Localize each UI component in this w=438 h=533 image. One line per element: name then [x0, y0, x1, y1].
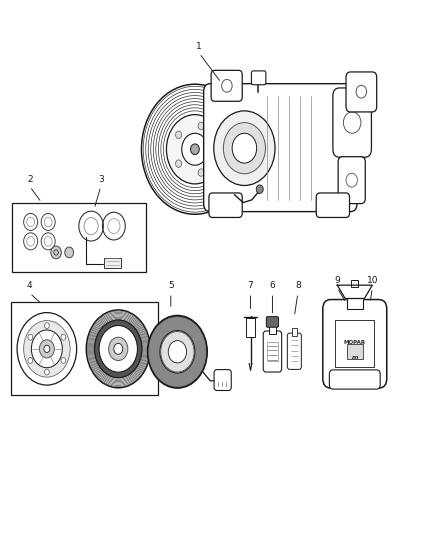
- Text: 9: 9: [334, 276, 340, 285]
- FancyBboxPatch shape: [287, 333, 301, 369]
- Circle shape: [61, 358, 66, 364]
- Text: 6: 6: [269, 281, 276, 290]
- Circle shape: [160, 330, 195, 373]
- Circle shape: [86, 310, 150, 387]
- FancyBboxPatch shape: [209, 193, 242, 217]
- Circle shape: [182, 133, 208, 165]
- Text: 7: 7: [247, 281, 254, 290]
- FancyBboxPatch shape: [204, 84, 357, 212]
- FancyBboxPatch shape: [346, 72, 377, 112]
- Circle shape: [24, 320, 70, 377]
- Circle shape: [176, 131, 182, 139]
- Bar: [11, 302, 158, 395]
- FancyBboxPatch shape: [323, 300, 387, 388]
- Bar: [267, 342, 278, 361]
- Text: 2: 2: [27, 175, 32, 184]
- Bar: [292, 328, 297, 336]
- Bar: [347, 298, 363, 309]
- Circle shape: [61, 334, 66, 340]
- FancyBboxPatch shape: [316, 193, 350, 217]
- Text: m: m: [352, 355, 358, 360]
- Polygon shape: [337, 285, 372, 298]
- FancyBboxPatch shape: [263, 331, 282, 372]
- Text: 3: 3: [98, 175, 104, 184]
- Circle shape: [17, 312, 77, 385]
- Circle shape: [39, 340, 54, 358]
- FancyBboxPatch shape: [266, 317, 279, 327]
- Bar: [335, 320, 374, 367]
- Text: 8: 8: [295, 281, 301, 290]
- FancyBboxPatch shape: [329, 370, 380, 389]
- Bar: [347, 344, 363, 359]
- Circle shape: [212, 146, 218, 153]
- Circle shape: [256, 185, 263, 193]
- Circle shape: [222, 79, 232, 92]
- FancyBboxPatch shape: [333, 88, 371, 157]
- Circle shape: [109, 337, 128, 360]
- Bar: [269, 325, 276, 334]
- Circle shape: [45, 369, 49, 375]
- Circle shape: [198, 122, 204, 130]
- Circle shape: [166, 115, 223, 184]
- Text: 5: 5: [168, 281, 174, 290]
- Text: 10: 10: [367, 276, 378, 285]
- Circle shape: [51, 246, 61, 259]
- Circle shape: [28, 358, 33, 364]
- Circle shape: [232, 133, 257, 163]
- Bar: [12, 203, 146, 272]
- Circle shape: [148, 316, 207, 388]
- Text: 1: 1: [196, 42, 202, 51]
- Bar: [104, 258, 121, 268]
- Bar: [351, 280, 358, 287]
- Circle shape: [149, 317, 206, 386]
- Circle shape: [114, 343, 123, 354]
- Circle shape: [99, 326, 138, 372]
- Circle shape: [65, 247, 74, 258]
- Text: MOPAR: MOPAR: [344, 340, 366, 345]
- Circle shape: [214, 111, 275, 185]
- FancyBboxPatch shape: [211, 70, 242, 101]
- Circle shape: [45, 323, 49, 328]
- Circle shape: [343, 112, 361, 133]
- Circle shape: [95, 320, 142, 378]
- FancyBboxPatch shape: [338, 157, 365, 204]
- Circle shape: [223, 123, 265, 174]
- Text: 4: 4: [27, 281, 32, 290]
- Circle shape: [346, 173, 357, 187]
- Circle shape: [168, 341, 187, 363]
- Bar: [246, 318, 255, 337]
- Circle shape: [176, 160, 182, 167]
- Circle shape: [198, 169, 204, 176]
- FancyBboxPatch shape: [251, 71, 266, 85]
- Circle shape: [32, 330, 62, 368]
- Circle shape: [356, 85, 367, 98]
- Circle shape: [191, 144, 199, 155]
- Circle shape: [28, 334, 33, 340]
- Circle shape: [161, 332, 194, 372]
- Circle shape: [44, 345, 50, 352]
- FancyBboxPatch shape: [214, 369, 231, 391]
